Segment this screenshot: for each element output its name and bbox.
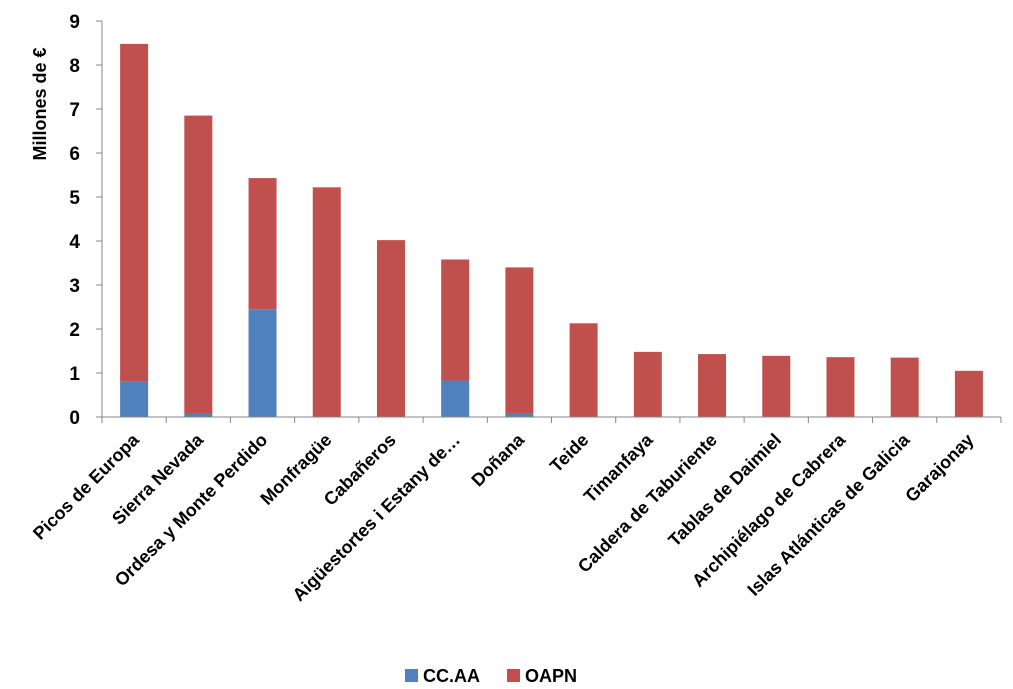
x-category-label: Doñana — [467, 429, 529, 491]
y-tick-label: 8 — [69, 56, 80, 77]
bar-oapn-6 — [441, 259, 470, 381]
legend-label-cc-aa: CC.AA — [423, 666, 480, 686]
y-tick-label: 9 — [69, 12, 80, 33]
y-tick-label: 3 — [69, 276, 80, 297]
bar-oapn-8 — [569, 323, 598, 417]
axes-layer — [96, 20, 1002, 423]
y-tick-label: 0 — [69, 408, 80, 429]
y-tick-label: 6 — [69, 144, 80, 165]
bar-cc-aa-3 — [248, 309, 277, 417]
legend-label-oapn: OAPN — [525, 666, 577, 686]
bar-cc-aa-2 — [184, 413, 213, 417]
legend-swatch-oapn — [507, 669, 520, 682]
y-tick-label: 4 — [69, 232, 80, 253]
legend-swatch-cc-aa — [405, 669, 418, 682]
y-axis-title: Millones de € — [30, 47, 50, 160]
bar-oapn-14 — [954, 370, 983, 417]
bar-oapn-10 — [698, 354, 727, 417]
y-tick-label: 5 — [69, 188, 80, 209]
bars-layer — [120, 43, 983, 417]
y-tick-labels: 0 1 2 3 4 5 6 7 8 9 — [69, 12, 80, 429]
bar-oapn-2 — [184, 115, 213, 414]
bar-oapn-12 — [826, 357, 855, 417]
bar-oapn-7 — [505, 267, 534, 414]
y-tick-label: 7 — [69, 100, 80, 121]
y-tick-label: 1 — [69, 364, 80, 385]
bar-cc-aa-7 — [505, 413, 534, 417]
x-category-label: Teide — [546, 430, 592, 476]
bar-oapn-1 — [120, 43, 149, 382]
bar-cc-aa-6 — [441, 380, 470, 417]
x-category-label: Tablas de Daimiel — [664, 430, 785, 551]
bar-cc-aa-1 — [120, 381, 149, 417]
bar-oapn-4 — [312, 187, 341, 417]
y-tick-label: 2 — [69, 320, 80, 341]
bar-oapn-11 — [762, 355, 791, 417]
x-category-label: Picos de Europa — [29, 429, 144, 544]
bar-oapn-5 — [376, 240, 405, 417]
bar-oapn-3 — [248, 178, 277, 310]
x-category-label: Garajonay — [901, 430, 977, 506]
legend: CC.AA OAPN — [405, 666, 577, 686]
bar-oapn-9 — [633, 351, 662, 417]
bar-oapn-13 — [890, 357, 919, 417]
